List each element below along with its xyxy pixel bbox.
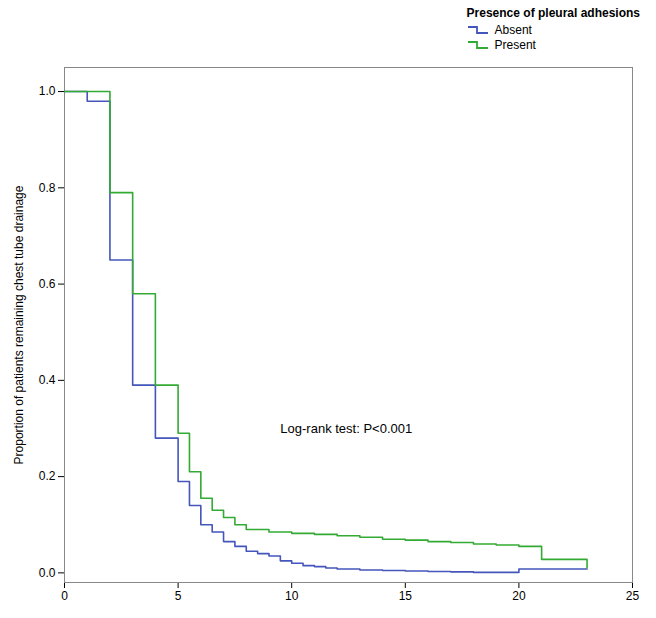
svg-text:5: 5 [175,589,182,603]
svg-text:0: 0 [61,589,68,603]
svg-text:10: 10 [285,589,299,603]
svg-text:Proportion of patients remaini: Proportion of patients remaining chest t… [12,185,26,464]
svg-text:0.4: 0.4 [39,373,56,387]
svg-text:0.2: 0.2 [39,469,56,483]
svg-text:0.0: 0.0 [39,566,56,580]
html-text:Present: Present [494,38,536,52]
svg-text:0.6: 0.6 [39,277,56,291]
svg-text:15: 15 [399,589,413,603]
svg-text:20: 20 [512,589,526,603]
svg-text:0.8: 0.8 [39,181,56,195]
html-text:Presence of pleural adhesions: Presence of pleural adhesions [466,6,640,20]
html-text:Absent: Absent [494,23,532,37]
svg-text:25: 25 [626,589,640,603]
svg-text:1.0: 1.0 [39,84,56,98]
svg-text:Log-rank test: P<0.001: Log-rank test: P<0.001 [280,421,412,436]
